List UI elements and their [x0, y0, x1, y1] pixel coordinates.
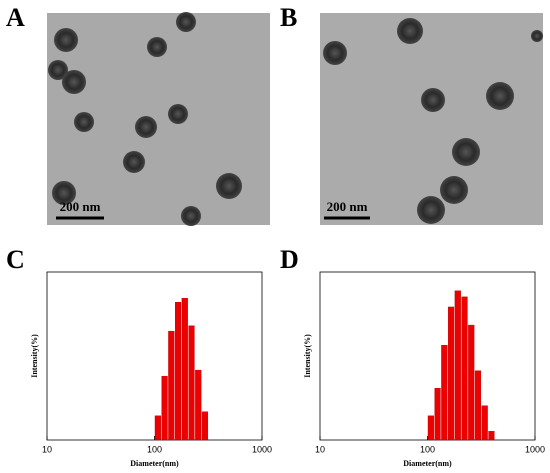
bar — [441, 345, 448, 441]
y-axis-label: Intensity(%) — [303, 334, 312, 378]
x-axis-label: Diameter(nm) — [403, 459, 452, 468]
x-tick-label: 1000 — [252, 444, 272, 454]
panel-label: C — [6, 245, 25, 274]
bar — [474, 370, 482, 441]
x-tick-label: 10 — [42, 444, 52, 454]
bar — [454, 290, 461, 441]
x-axis-label: Diameter(nm) — [130, 459, 179, 468]
bar — [154, 415, 161, 441]
bar — [174, 302, 182, 441]
micrograph-a: 200 nm — [47, 12, 270, 226]
bar — [468, 324, 475, 441]
x-tick-label: 1000 — [525, 444, 545, 454]
plot-frame — [46, 271, 263, 441]
bar — [481, 405, 488, 441]
panel-label: B — [280, 3, 297, 32]
micrograph-b: 200 nm — [320, 13, 543, 225]
plot-frame — [319, 271, 536, 441]
bar — [461, 296, 468, 441]
bar — [488, 431, 495, 441]
x-tick-label: 10 — [315, 444, 325, 454]
bar — [201, 411, 209, 441]
bar — [447, 306, 455, 441]
bar — [161, 375, 168, 441]
bar — [427, 415, 434, 441]
x-tick-label: 100 — [420, 444, 435, 454]
panel-label: D — [280, 245, 299, 274]
scale-bar-label: 200 nm — [327, 199, 368, 214]
bar — [195, 369, 202, 441]
bar — [188, 325, 195, 441]
bar — [168, 330, 175, 441]
bar — [181, 298, 188, 441]
bar — [434, 388, 441, 441]
scale-bar-label: 200 nm — [60, 199, 101, 214]
x-tick-label: 100 — [147, 444, 162, 454]
panel-label: A — [6, 3, 25, 32]
y-axis-label: Intensity(%) — [30, 334, 39, 378]
